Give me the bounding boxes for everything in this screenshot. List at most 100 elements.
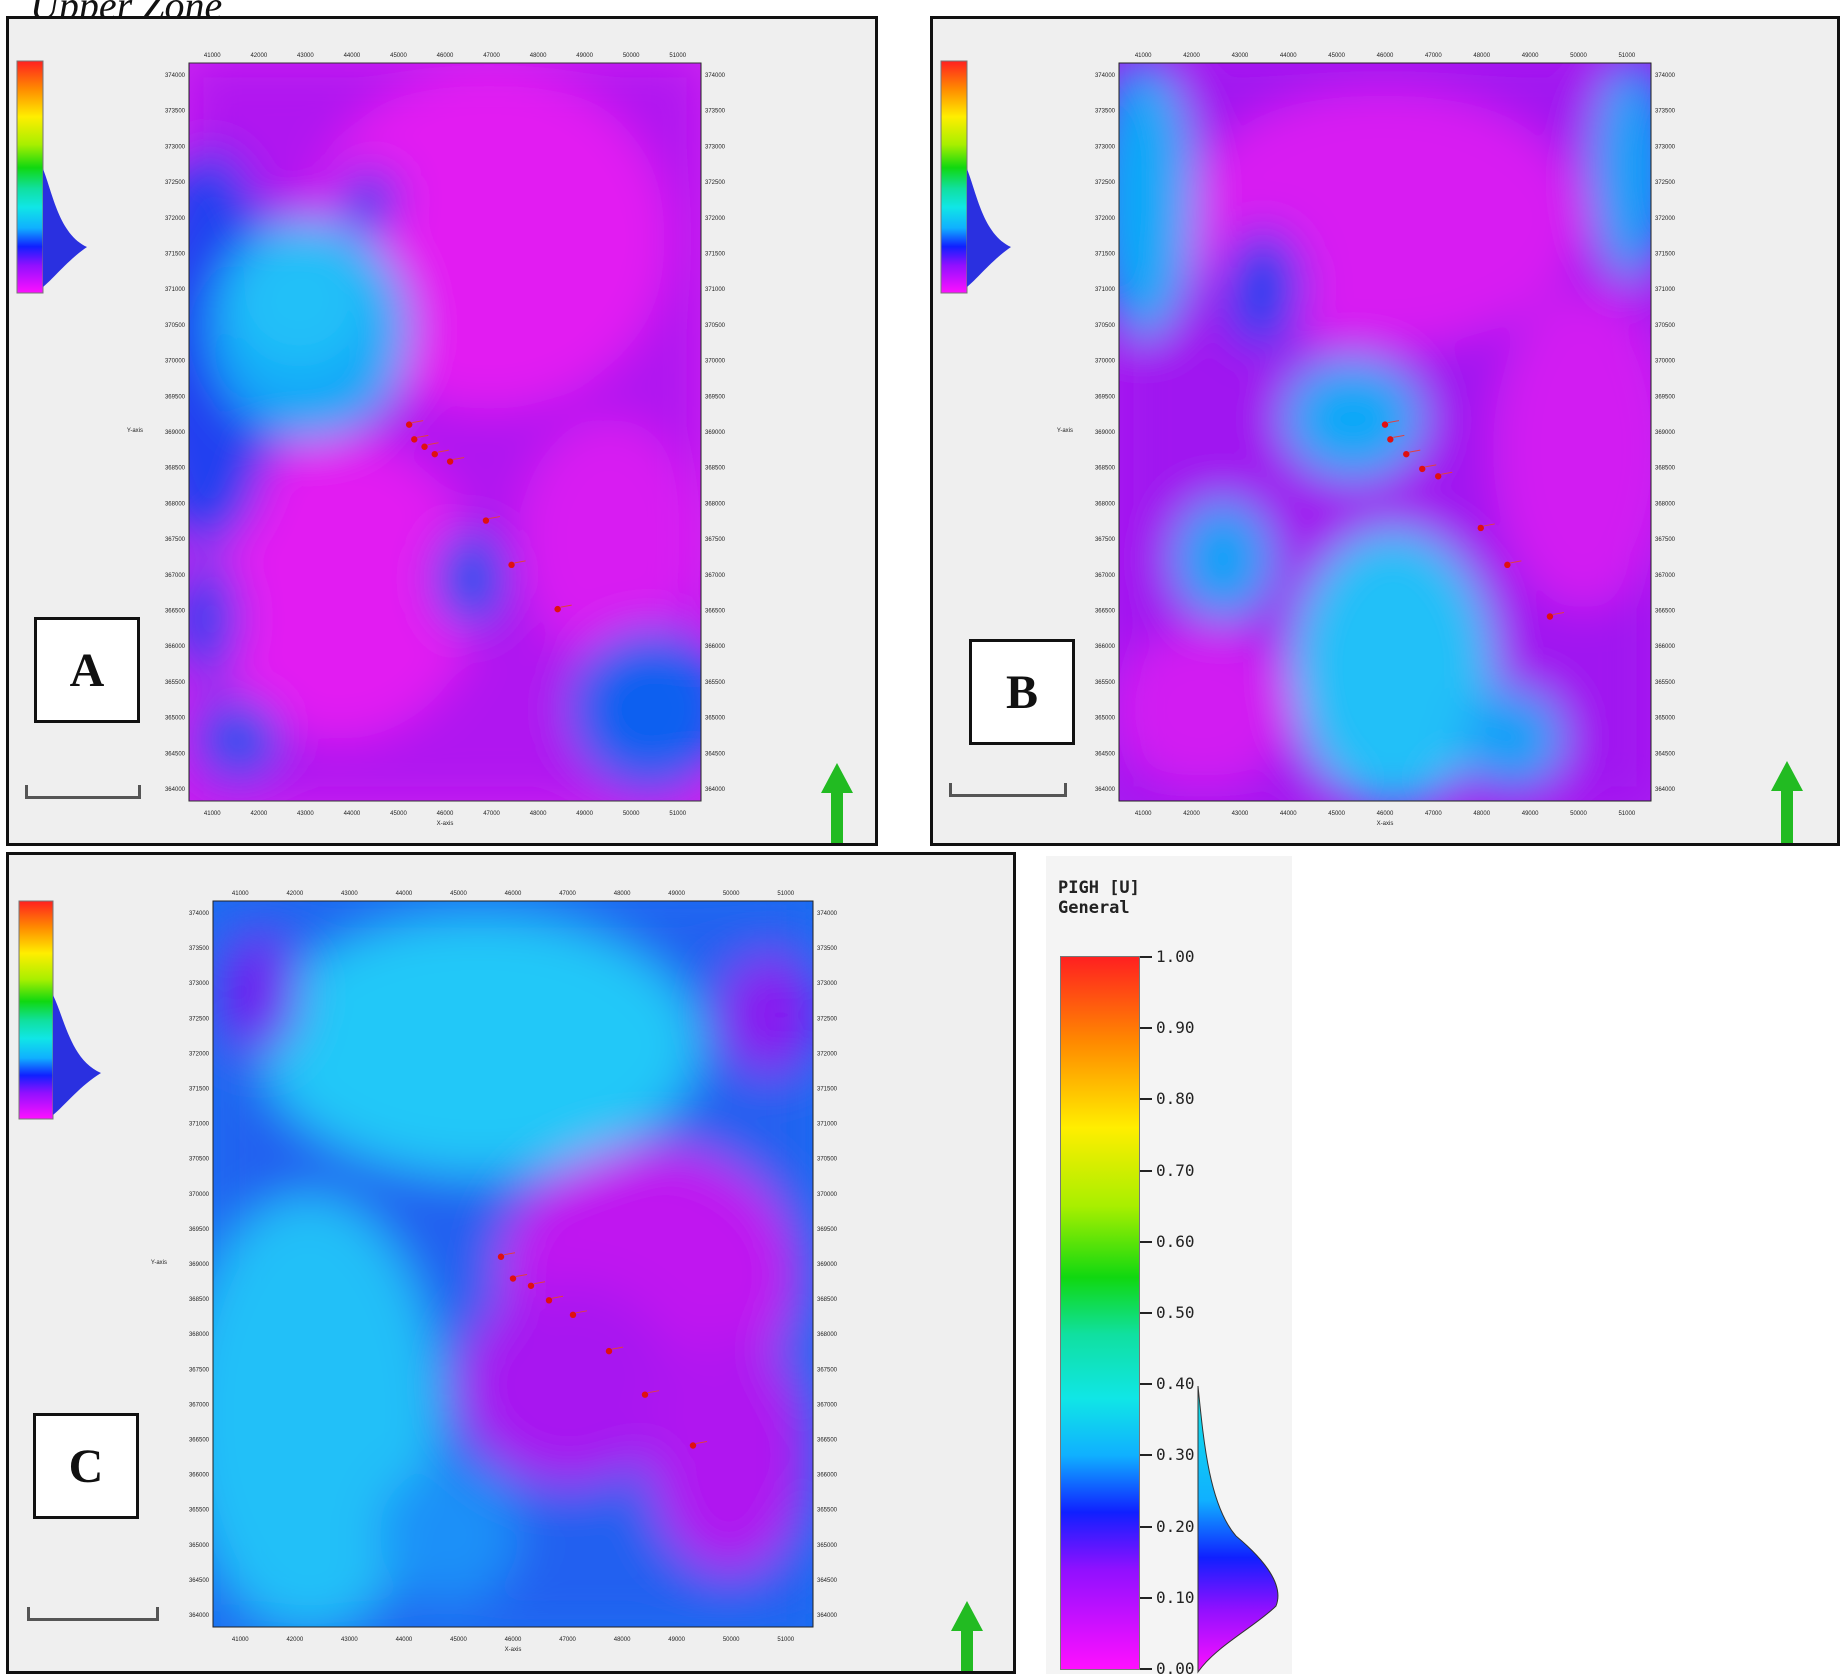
legend-tick [1140, 1596, 1152, 1599]
y-tick-label: 367500 [817, 1367, 838, 1373]
mini-legend-bar [18, 900, 54, 1120]
y-tick-label: 371500 [165, 252, 186, 258]
y-tick-label: 364500 [817, 1578, 838, 1584]
x-tick-label: 50000 [623, 53, 640, 59]
y-tick-label: 365000 [817, 1543, 838, 1549]
y-tick-label: 368000 [165, 501, 186, 507]
legend-tick [1140, 1169, 1152, 1172]
x-tick-label: 43000 [297, 811, 314, 817]
x-tick-label: 41000 [204, 811, 221, 817]
y-tick-label: 366000 [1095, 644, 1116, 650]
well-marker-icon [1504, 561, 1511, 569]
y-tick-label: 364000 [1655, 787, 1676, 793]
well-marker-icon [1387, 436, 1394, 443]
y-tick-label: 369500 [1655, 394, 1676, 400]
y-tick-label: 373500 [165, 109, 186, 115]
x-tick-label: 44000 [344, 53, 361, 59]
y-tick-label: 365500 [189, 1508, 210, 1514]
x-tick-label: 50000 [723, 891, 740, 897]
x-axis-title: X-axis [1377, 821, 1394, 827]
y-axis-title: Y-axis [127, 428, 143, 434]
y-tick-label: 369000 [705, 430, 726, 436]
well-label-leader [1483, 523, 1495, 527]
y-tick-label: 368500 [165, 466, 186, 472]
y-tick-label: 364500 [705, 751, 726, 757]
well-marker-icon [508, 561, 515, 569]
x-tick-label: 41000 [232, 1637, 249, 1643]
legend-tick-label: 0.20 [1156, 1516, 1195, 1536]
y-tick-label: 366500 [189, 1438, 210, 1444]
y-tick-label: 365000 [705, 716, 726, 722]
y-tick-label: 368500 [705, 466, 726, 472]
well-label-leader [412, 420, 424, 424]
y-tick-label: 370500 [1655, 323, 1676, 329]
well-label-leader [1510, 560, 1522, 564]
well-marker-icon [569, 1311, 577, 1319]
x-tick-label: 45000 [1328, 811, 1345, 817]
y-tick-label: 366500 [165, 609, 186, 615]
y-tick-label: 372000 [817, 1051, 838, 1057]
x-tick-label: 42000 [250, 53, 267, 59]
well-marker-icon [1381, 421, 1389, 428]
well-marker-icon [1546, 613, 1554, 620]
y-tick-label: 370500 [189, 1157, 210, 1163]
y-tick-label: 370500 [705, 323, 726, 329]
legend-tick [1140, 1454, 1152, 1457]
x-tick-label: 41000 [1135, 811, 1152, 817]
x-tick-label: 50000 [1570, 53, 1587, 59]
y-tick-label: 374000 [189, 911, 210, 917]
x-tick-label: 43000 [341, 1637, 358, 1643]
x-tick-label: 47000 [483, 53, 500, 59]
map-c-svg: 41000 41000 42000 42000 43000 43000 44000 44000… [18, 891, 838, 1653]
y-tick-label: 370000 [165, 359, 186, 365]
legend-tick [1140, 956, 1152, 958]
x-tick-label: 46000 [505, 891, 522, 897]
legend-tick [1140, 1525, 1152, 1528]
well-label-leader [551, 1295, 564, 1299]
x-tick-label: 45000 [450, 891, 467, 897]
y-tick-label: 364000 [817, 1613, 838, 1619]
y-tick-label: 366500 [1095, 609, 1116, 615]
legend-color-bar [1060, 956, 1140, 1670]
y-tick-label: 374000 [817, 911, 838, 917]
y-tick-label: 371000 [1095, 287, 1116, 293]
y-tick-label: 372000 [1655, 216, 1676, 222]
y-tick-label: 371500 [817, 1087, 838, 1093]
y-tick-label: 373000 [189, 981, 210, 987]
map-a-svg: 41000 41000 42000 42000 43000 43000 44000 44000… [16, 53, 726, 827]
y-tick-label: 371500 [1095, 252, 1116, 258]
y-tick-label: 370000 [189, 1192, 210, 1198]
well-label-leader [503, 1252, 516, 1256]
well-label-leader [514, 560, 526, 564]
map-panel-c: 41000 41000 42000 42000 43000 43000 44000 44000… [6, 852, 1016, 1674]
y-tick-label: 368000 [1095, 501, 1116, 507]
y-tick-label: 367000 [1655, 573, 1676, 579]
y-tick-label: 374000 [1655, 73, 1676, 79]
y-tick-label: 367500 [165, 537, 186, 543]
y-tick-label: 368000 [817, 1332, 838, 1338]
y-tick-label: 365500 [1655, 680, 1676, 686]
y-tick-label: 364000 [165, 787, 186, 793]
well-marker-icon [431, 450, 438, 458]
y-tick-label: 364000 [705, 787, 726, 793]
map-c-field [213, 901, 813, 1627]
y-tick-label: 364500 [189, 1578, 210, 1584]
y-tick-label: 373500 [1655, 109, 1676, 115]
well-marker-icon [411, 436, 418, 443]
well-markers [497, 1252, 708, 1449]
y-tick-label: 364500 [1655, 751, 1676, 757]
y-tick-label: 365500 [817, 1508, 838, 1514]
x-tick-label: 49000 [576, 811, 593, 817]
y-tick-label: 368500 [1655, 466, 1676, 472]
y-tick-label: 371500 [189, 1087, 210, 1093]
well-label-leader [1409, 449, 1421, 453]
y-tick-label: 368500 [1095, 466, 1116, 472]
legend-tick-label: 1.00 [1156, 947, 1195, 966]
well-marker-icon [405, 421, 413, 428]
y-tick-label: 372500 [1655, 180, 1676, 186]
x-tick-label: 48000 [1473, 53, 1490, 59]
legend-tick-label: 0.00 [1156, 1659, 1195, 1678]
mini-histogram [967, 169, 1011, 287]
well-marker-icon [1435, 473, 1442, 480]
well-marker-icon [421, 443, 428, 450]
